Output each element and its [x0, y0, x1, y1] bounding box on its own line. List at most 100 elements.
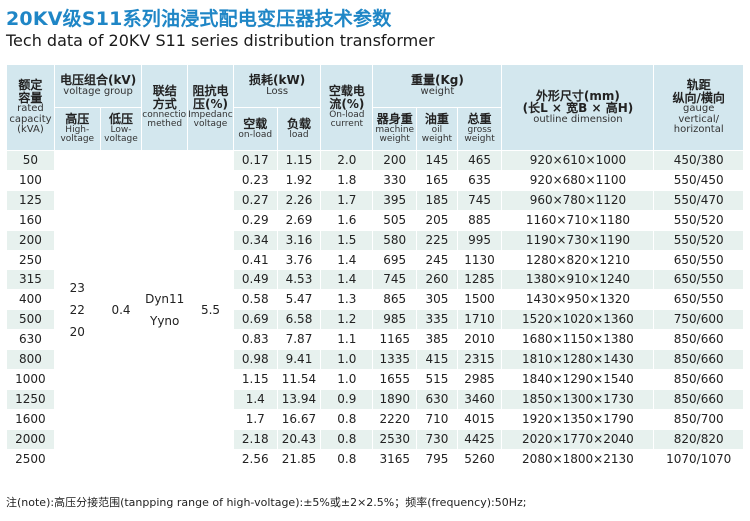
cell-capacity: 2000 [6, 428, 55, 450]
cell-dimension: 1280×820×1210 [501, 249, 655, 271]
cell-gross: 885 [456, 209, 503, 231]
cell-current: 1.2 [320, 309, 374, 331]
cell-current: 0.9 [320, 388, 374, 410]
header-load-loss: 负载 load [276, 107, 322, 151]
cell-machine: 2530 [372, 428, 418, 450]
table-row: 125 0.27 2.26 1.7 395 185 745 960×780×1120 550/4… [6, 189, 744, 211]
cell-capacity: 2500 [6, 448, 55, 470]
cell-dimension: 1380×910×1240 [501, 269, 655, 291]
cell-capacity: 800 [6, 349, 55, 370]
header-voltage-group: 电压组合(kV) voltage group [53, 64, 143, 108]
header-connection: 联结 方式 connection methed [141, 64, 189, 151]
cell-no-load: 1.15 [232, 368, 278, 390]
cell-oil: 205 [416, 209, 458, 231]
cell-oil: 630 [416, 388, 458, 410]
cell-capacity: 160 [6, 209, 55, 231]
cell-machine: 395 [372, 189, 418, 211]
cell-no-load: 0.69 [232, 309, 278, 331]
cell-capacity: 315 [6, 269, 55, 291]
cell-load: 5.47 [276, 289, 322, 311]
cell-load: 2.26 [276, 189, 322, 211]
cell-gauge: 750/600 [653, 309, 744, 331]
cell-capacity: 200 [6, 229, 55, 251]
cell-no-load: 0.58 [232, 289, 278, 311]
cell-current: 1.4 [320, 249, 374, 271]
table-row: 1600 1.7 16.67 0.8 2220 710 4015 1920×1350×1790… [6, 408, 744, 430]
cell-gauge: 550/520 [653, 209, 744, 231]
cell-no-load: 0.29 [232, 209, 278, 231]
cell-load: 1.15 [276, 150, 322, 171]
cell-gauge: 850/700 [653, 408, 744, 430]
cell-machine: 745 [372, 269, 418, 291]
cell-oil: 305 [416, 289, 458, 311]
cell-no-load: 2.18 [232, 428, 278, 450]
cell-gross: 4015 [456, 408, 503, 430]
cell-oil: 165 [416, 169, 458, 191]
cell-gauge: 550/470 [653, 189, 744, 211]
cell-gross: 1500 [456, 289, 503, 311]
header-impedance: 阻抗电 压(%) Impedance voltage [187, 64, 234, 151]
cell-no-load: 0.17 [232, 150, 278, 171]
cell-machine: 1655 [372, 368, 418, 390]
cell-oil: 710 [416, 408, 458, 430]
cell-current: 1.0 [320, 368, 374, 390]
cell-current: 1.5 [320, 229, 374, 251]
cell-load: 3.16 [276, 229, 322, 251]
cell-capacity: 630 [6, 329, 55, 351]
cell-gross: 1710 [456, 309, 503, 331]
header-capacity: 额定 容量 rated capacity (kVA) [6, 64, 55, 151]
cell-gauge: 820/820 [653, 428, 744, 450]
cell-machine: 865 [372, 289, 418, 311]
page-subtitle: Tech data of 20KV S11 series distributio… [6, 31, 435, 50]
cell-no-load: 0.49 [232, 269, 278, 291]
table-row: 160 0.29 2.69 1.6 505 205 885 1160×710×1180 550/… [6, 209, 744, 231]
header-high-voltage: 高压 High- voltage [53, 107, 101, 151]
cell-current: 0.8 [320, 428, 374, 450]
cell-machine: 2220 [372, 408, 418, 430]
cell-gauge: 550/520 [653, 229, 744, 251]
table-row: 630 0.83 7.87 1.1 1165 385 2010 1680×1150×1380 8… [6, 329, 744, 351]
cell-capacity: 50 [6, 150, 55, 171]
cell-gauge: 1070/1070 [653, 448, 744, 470]
header-gauge: 轨距 纵向/横向 gauge vertical/ horizontal [653, 64, 744, 151]
cell-load: 16.67 [276, 408, 322, 430]
cell-load: 13.94 [276, 388, 322, 410]
cell-dimension: 1840×1290×1540 [501, 368, 655, 390]
cell-load: 21.85 [276, 448, 322, 470]
cell-gauge: 850/660 [653, 329, 744, 351]
cell-gross: 5260 [456, 448, 503, 470]
cell-no-load: 1.7 [232, 408, 278, 430]
cell-oil: 145 [416, 150, 458, 171]
cell-oil: 225 [416, 229, 458, 251]
cell-dimension: 960×780×1120 [501, 189, 655, 211]
cell-no-load: 1.4 [232, 388, 278, 410]
cell-machine: 695 [372, 249, 418, 271]
cell-machine: 1335 [372, 349, 418, 370]
cell-oil: 335 [416, 309, 458, 331]
cell-dimension: 2080×1800×2130 [501, 448, 655, 470]
cell-dimension: 1160×710×1180 [501, 209, 655, 231]
table-row: 400 0.58 5.47 1.3 865 305 1500 1430×950×1320 650… [6, 289, 744, 311]
cell-current: 1.1 [320, 329, 374, 351]
table-row: 200 0.34 3.16 1.5 580 225 995 1190×730×1190 550/… [6, 229, 744, 251]
cell-load: 3.76 [276, 249, 322, 271]
cell-no-load: 0.83 [232, 329, 278, 351]
cell-capacity: 250 [6, 249, 55, 271]
cell-connection-merged: Dyn11 Yyno [141, 150, 189, 470]
cell-gross: 2985 [456, 368, 503, 390]
cell-load: 4.53 [276, 269, 322, 291]
cell-machine: 580 [372, 229, 418, 251]
cell-no-load: 2.56 [232, 448, 278, 470]
cell-machine: 985 [372, 309, 418, 331]
cell-oil: 795 [416, 448, 458, 470]
cell-load: 1.92 [276, 169, 322, 191]
cell-gauge: 650/550 [653, 289, 744, 311]
table-row: 50 23 22 20 0.4 Dyn11 Yyno 5.5 0.17 1.15 2.0 200 145… [6, 150, 744, 470]
cell-current: 1.8 [320, 169, 374, 191]
cell-gauge: 850/660 [653, 349, 744, 370]
cell-oil: 515 [416, 368, 458, 390]
cell-load: 9.41 [276, 349, 322, 370]
cell-oil: 185 [416, 189, 458, 211]
cell-gross: 2010 [456, 329, 503, 351]
header-gross-weight: 总重 gross weight [456, 107, 503, 151]
